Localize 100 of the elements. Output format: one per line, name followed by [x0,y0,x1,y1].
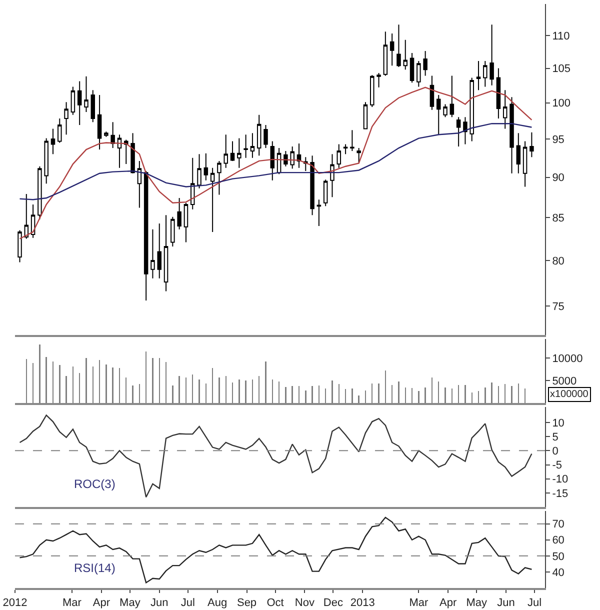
candlestick [483,60,488,88]
x-tick-label: Apr [92,597,110,610]
candlestick [137,160,142,208]
y-tick-label: 60 [552,534,564,547]
x-tick-label: Sep [236,597,257,610]
candlestick [104,131,108,138]
x-tick-label: Mar [62,597,82,610]
candlestick [383,31,388,76]
candlestick [496,68,501,120]
candlestick [190,157,195,210]
y-tick-label: 40 [552,566,564,579]
y-tick-label: 100 [552,98,571,110]
candlestick [18,230,22,263]
candlestick [64,102,68,136]
x-tick-label: Dec [323,597,344,610]
line-series [19,86,532,240]
candlestick [463,116,468,145]
x-tick-label: Oct [266,597,284,610]
candlestick [356,148,361,164]
candlestick [456,116,461,148]
x-tick-label: Apr [440,597,458,610]
candlestick [323,179,328,207]
candlestick [170,216,175,248]
candlestick [423,50,428,76]
series-label: ROC(3) [74,477,116,491]
x-tick-label: Jun [150,597,168,610]
series-label: RSI(14) [74,561,116,575]
x-tick-label: Jul [180,597,195,610]
line-series [19,122,532,200]
y-tick-label: 110 [552,30,570,42]
candlestick [130,132,135,174]
candlestick [30,204,36,238]
y-tick-label: 70 [552,518,564,531]
text: x100000 [550,389,589,400]
candlestick [117,134,122,168]
x-tick-label: May [466,597,488,610]
candlestick [164,214,168,292]
candlestick [403,39,408,70]
candlestick [184,202,188,243]
y-tick-label: -5 [552,460,562,472]
candlestick [157,223,162,279]
candlestick [77,80,82,126]
candlestick [310,155,314,216]
x-tick-label: May [120,597,141,610]
candlestick [256,114,262,156]
y-tick-label: 0 [552,446,558,458]
candlestick [24,193,29,240]
candlestick [336,144,342,168]
y-tick-label: -10 [552,474,568,486]
candlestick [450,75,454,118]
candlestick [516,132,521,174]
candlestick [230,140,235,162]
candlestick [244,134,248,158]
candlestick [363,102,368,130]
candlestick [38,166,42,220]
line-series [19,516,532,584]
y-tick-label: 10000 [552,353,583,366]
candlestick [70,86,76,116]
candlestick [204,152,208,181]
candlestick [44,138,48,184]
candlestick [522,140,528,188]
candlestick [502,90,508,130]
candlestick [177,197,182,230]
candlestick [530,132,534,158]
y-tick-label: 80 [552,255,564,268]
candlestick [416,60,421,88]
y-tick-label: 50 [552,550,564,563]
y-tick-label: 10 [552,417,564,430]
candlestick [217,160,222,196]
candlestick [270,140,275,181]
x-tick-label: Aug [208,597,228,610]
candlestick [490,24,494,86]
candlestick [330,154,334,198]
candlestick [316,199,322,227]
candlestick [430,75,434,110]
candlestick [90,90,96,123]
x-tick-label: Nov [294,597,315,610]
x-tick-label: 2013 [350,597,375,610]
candlestick [150,228,155,279]
candlestick [436,94,441,136]
candlestick [290,146,294,170]
y-tick-label: 105 [552,63,571,76]
candlestick [210,167,215,232]
candlestick [58,118,62,144]
candlestick [470,77,474,142]
candlestick [84,76,88,113]
candlestick [237,138,242,168]
x-tick-label: Jul [528,597,542,610]
candlestick [443,104,448,118]
candlestick [110,122,115,149]
candlestick [510,96,514,174]
candlestick [144,170,148,302]
candlestick [264,124,268,149]
candlestick [390,33,394,66]
candlestick [97,94,102,150]
candlestick [343,144,348,155]
candlestick [197,154,202,189]
candlestick [224,134,228,168]
x-tick-label: Jun [497,597,515,610]
candlestick [370,74,374,108]
